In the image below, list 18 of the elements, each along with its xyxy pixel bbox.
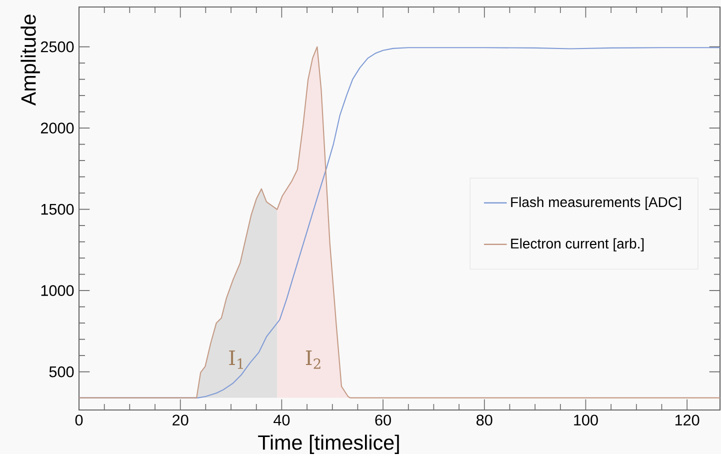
x-tick-label: 20 [172, 414, 188, 426]
x-tick-label: 80 [476, 414, 492, 426]
x-tick-label: 100 [574, 414, 598, 426]
y-tick-label: 2500 [40, 41, 74, 52]
y-tick-label: 2000 [40, 122, 74, 134]
y-tick-label: 1500 [41, 204, 74, 215]
legend-label: Electron current [arb.] [511, 238, 644, 252]
y-tick-label: 500 [49, 366, 74, 378]
x-tick-label: 60 [375, 414, 391, 426]
annotation: I$_{2}$ [306, 350, 320, 369]
x-tick-label: 40 [274, 414, 290, 426]
x-tick-label: 120 [675, 414, 700, 426]
legend-label: Flash measurements [ADC] [511, 196, 681, 210]
x-tick-label: 0 [75, 414, 83, 426]
x-axis-title: Time [timeslice] [258, 434, 399, 454]
annotation: I$_{1}$ [229, 350, 243, 369]
y-axis-title: Amplitude [20, 14, 40, 106]
y-tick-label: 1000 [41, 284, 74, 296]
